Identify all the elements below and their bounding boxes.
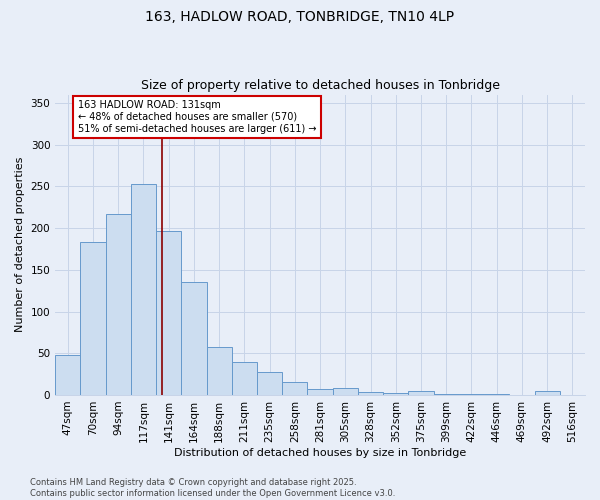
Bar [332,388,358,395]
Bar [358,392,383,395]
Title: Size of property relative to detached houses in Tonbridge: Size of property relative to detached ho… [140,79,500,92]
Text: Contains HM Land Registry data © Crown copyright and database right 2025.
Contai: Contains HM Land Registry data © Crown c… [30,478,395,498]
Bar [307,389,332,395]
X-axis label: Distribution of detached houses by size in Tonbridge: Distribution of detached houses by size … [174,448,466,458]
Text: 163 HADLOW ROAD: 131sqm
← 48% of detached houses are smaller (570)
51% of semi-d: 163 HADLOW ROAD: 131sqm ← 48% of detache… [78,100,316,134]
Bar [181,282,206,395]
Bar [409,391,434,395]
Bar [131,184,156,395]
Bar [106,214,131,395]
Bar [459,394,484,395]
Bar [383,394,409,395]
Bar [282,382,307,395]
Y-axis label: Number of detached properties: Number of detached properties [15,157,25,332]
Bar [535,391,560,395]
Text: 163, HADLOW ROAD, TONBRIDGE, TN10 4LP: 163, HADLOW ROAD, TONBRIDGE, TN10 4LP [145,10,455,24]
Bar [156,230,181,395]
Bar [55,355,80,395]
Bar [257,372,282,395]
Bar [206,348,232,395]
Bar [484,394,509,395]
Bar [434,394,459,395]
Bar [232,362,257,395]
Bar [80,242,106,395]
